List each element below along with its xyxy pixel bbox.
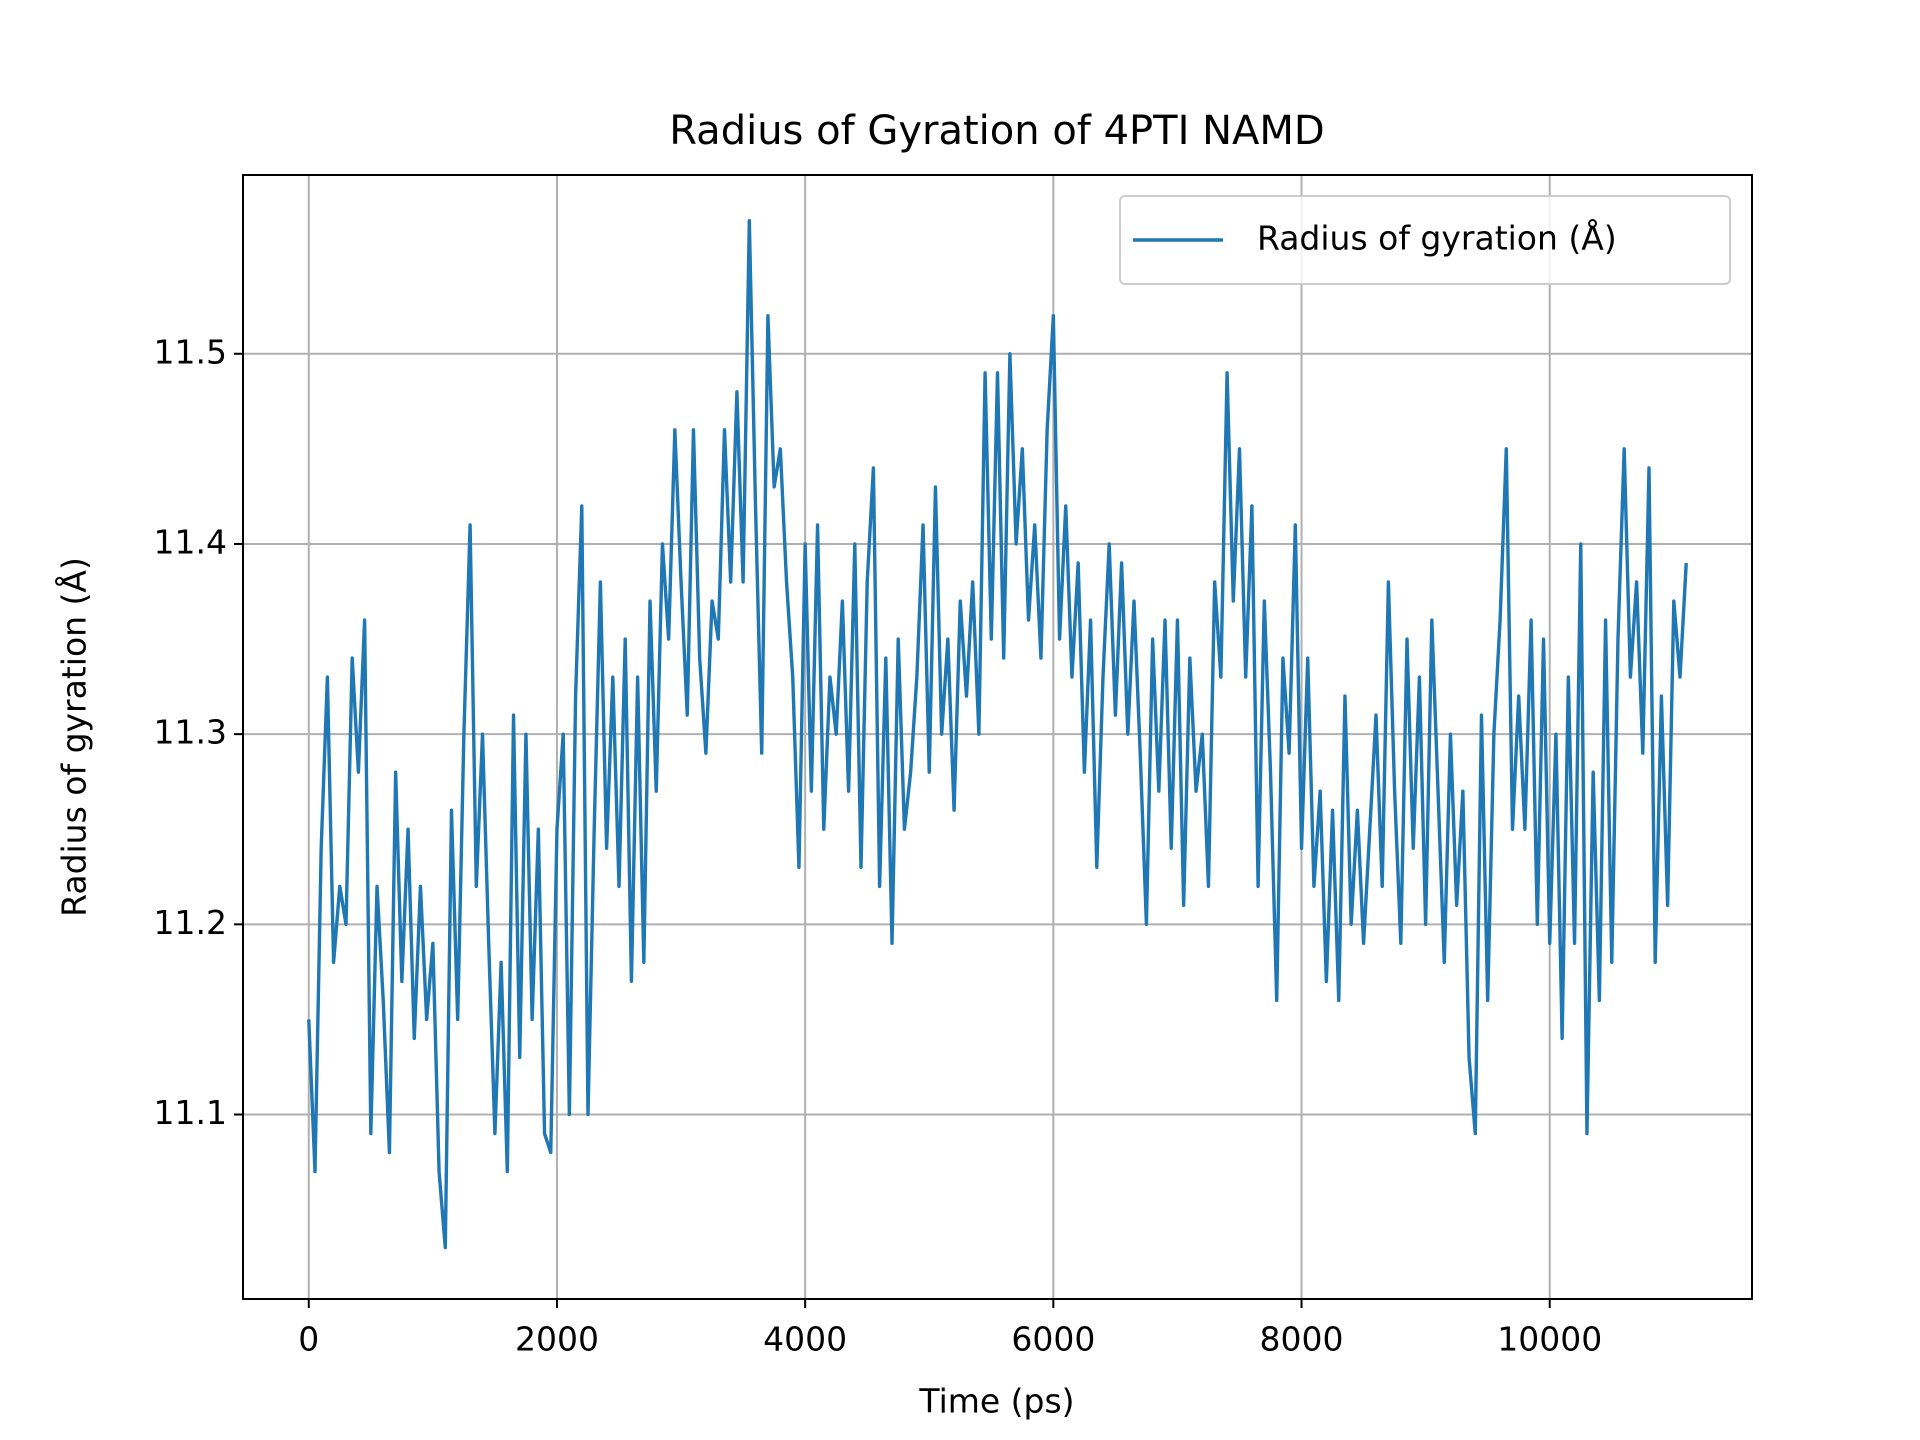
y-tick-label: 11.2 <box>154 903 227 942</box>
x-tick-label: 4000 <box>763 1320 847 1359</box>
x-tick-label: 6000 <box>1011 1320 1095 1359</box>
data-line <box>307 218 1688 1250</box>
y-tick-label: 11.5 <box>154 332 227 371</box>
x-tick-label: 8000 <box>1260 1320 1344 1359</box>
legend-box <box>1119 195 1731 285</box>
y-tick-label: 11.1 <box>154 1093 227 1132</box>
x-axis-label: Time (ps) <box>918 1382 1074 1421</box>
y-tick-label: 11.4 <box>154 522 227 561</box>
plot-frame <box>242 174 1753 1300</box>
x-tick-label: 0 <box>298 1320 319 1359</box>
chart-title: Radius of Gyration of 4PTI NAMD <box>669 108 1324 154</box>
legend-label: Radius of gyration (Å) <box>1257 218 1617 258</box>
y-tick-label: 11.3 <box>154 713 227 752</box>
x-tick-label: 2000 <box>515 1320 599 1359</box>
y-axis-label: Radius of gyration (Å) <box>54 557 94 917</box>
x-tick-label: 10000 <box>1497 1320 1602 1359</box>
